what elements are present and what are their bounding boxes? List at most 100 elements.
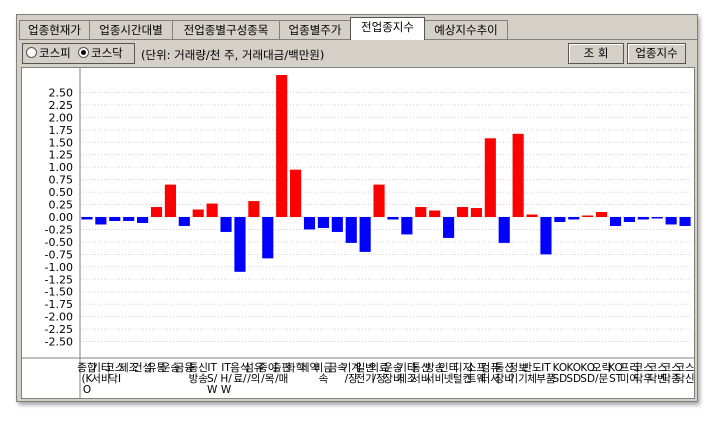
bar bbox=[164, 184, 176, 217]
kospi-label: 코스피 bbox=[39, 46, 71, 60]
bar bbox=[276, 75, 288, 217]
category-label: KO SD bbox=[552, 362, 567, 385]
category-label: 금융 bbox=[175, 362, 195, 374]
tab-all-sector-components[interactable]: 전업종별구성종목 bbox=[172, 20, 280, 39]
category-label: 디지 털컨 bbox=[453, 362, 472, 385]
radio-checked-icon bbox=[78, 47, 89, 58]
category-label: KO SD bbox=[580, 362, 595, 385]
y-tick-label: -0.50 bbox=[45, 236, 73, 249]
query-button[interactable]: 조 회 bbox=[568, 43, 624, 64]
y-tick-label: 0.25 bbox=[49, 199, 74, 212]
y-tick-label: 2.25 bbox=[49, 99, 74, 112]
bar bbox=[540, 217, 552, 255]
bar bbox=[303, 217, 316, 230]
bar bbox=[665, 217, 677, 225]
bar bbox=[679, 217, 691, 226]
kosdaq-label: 코스닥 bbox=[91, 46, 123, 60]
tab-expected-index-trend[interactable]: 예상지수추이 bbox=[424, 20, 508, 39]
category-label: KO SD bbox=[566, 362, 581, 385]
bar bbox=[651, 217, 663, 219]
bar bbox=[429, 210, 441, 217]
category-label: 코스 닥우 bbox=[634, 362, 654, 385]
y-tick-label: -2.50 bbox=[45, 336, 73, 349]
bar bbox=[582, 215, 594, 217]
category-label: 음식 료/ bbox=[230, 362, 249, 385]
bar bbox=[234, 217, 246, 272]
bar bbox=[345, 217, 357, 243]
kospi-radio[interactable]: 코스피 bbox=[26, 46, 71, 61]
tab-all-sector-index[interactable]: 전업종지수 bbox=[350, 17, 425, 40]
category-label: 의료/정 bbox=[369, 362, 389, 385]
sector-index-button[interactable]: 업종지수 bbox=[627, 43, 686, 64]
category-label: IT 부품 bbox=[536, 362, 556, 385]
app-window: 업종현재가 업종시간대별 전업종별구성종목 업종별주가 전업종지수 예상지수추이… bbox=[16, 14, 698, 402]
bar bbox=[470, 208, 482, 217]
y-tick-label: 0.75 bbox=[49, 174, 74, 187]
bar bbox=[81, 217, 93, 220]
category-label: 프리 미어 bbox=[620, 362, 639, 385]
chart-panel: 2.50 2.25 2.00 1.75 1.50 1.25 1.00 0.75 0.50 0.25… bbox=[21, 67, 695, 399]
category-label: 건설 bbox=[133, 362, 152, 374]
bar bbox=[192, 209, 204, 217]
y-tick-label: 1.00 bbox=[49, 161, 74, 174]
category-label: 금속 bbox=[328, 362, 348, 374]
bar bbox=[109, 217, 121, 221]
bar bbox=[623, 217, 635, 222]
tab-bar: 업종현재가 업종시간대별 전업종별구성종목 업종별주가 전업종지수 예상지수추이 bbox=[19, 17, 697, 40]
y-tick-label: -1.00 bbox=[45, 261, 73, 274]
y-tick-label: -2.25 bbox=[45, 323, 73, 336]
category-label: 일반 전기 bbox=[355, 361, 375, 385]
category-label: 운송 장비 bbox=[383, 362, 403, 385]
kosdaq-radio[interactable]: 코스닥 bbox=[78, 46, 123, 61]
bar bbox=[95, 217, 107, 225]
tab-sector-stock-price[interactable]: 업종별주가 bbox=[279, 20, 351, 39]
category-label: 종이/목 bbox=[258, 362, 277, 385]
bar bbox=[331, 217, 343, 232]
y-tick-label: 2.50 bbox=[49, 86, 74, 99]
y-tick-label: -0.75 bbox=[45, 248, 73, 261]
category-label: 기타 서비 bbox=[91, 362, 111, 385]
category-label: 통신 장비 bbox=[495, 362, 514, 385]
category-label: 소프 트웨 bbox=[467, 362, 487, 385]
category-label: 제약 bbox=[300, 362, 320, 374]
bar bbox=[401, 217, 413, 235]
category-label: 통신 방송 bbox=[189, 362, 209, 385]
unit-label: (단위: 거래량/천 주, 거래대금/백만원) bbox=[141, 48, 325, 62]
y-tick-label: 1.50 bbox=[49, 136, 74, 149]
tab-sector-price[interactable]: 업종현재가 bbox=[19, 20, 90, 39]
bar bbox=[123, 217, 135, 221]
category-label: 오락/문 bbox=[592, 362, 612, 385]
bar bbox=[568, 217, 580, 220]
category-label: 제조 bbox=[119, 362, 139, 374]
y-tick-label: 1.75 bbox=[49, 124, 74, 137]
category-label: 인터 넷 bbox=[439, 362, 458, 385]
tab-sector-time[interactable]: 업종시간대별 bbox=[89, 20, 173, 39]
category-label: 유통 bbox=[147, 362, 167, 374]
bar bbox=[150, 207, 163, 217]
category-label: 정보 기기 bbox=[508, 362, 528, 385]
category-label: 출판/매 bbox=[272, 362, 292, 385]
bar bbox=[290, 169, 302, 217]
sector-change-bar-chart: 2.502.252.001.751.501.251.000.750.500.25… bbox=[22, 68, 694, 398]
market-radio-group: 코스피 코스닥 bbox=[22, 43, 135, 64]
bar bbox=[609, 217, 622, 226]
category-label: 화학 bbox=[286, 362, 306, 374]
toolbar: 코스피 코스닥 (단위: 거래량/천 주, 거래대금/백만원) 조 회 업종지수 bbox=[19, 39, 697, 67]
bar bbox=[443, 217, 455, 238]
bar bbox=[637, 217, 649, 220]
category-label: 코스 닥신 bbox=[675, 362, 694, 385]
bar bbox=[526, 214, 538, 217]
bar bbox=[206, 203, 218, 217]
category-label: 운송 bbox=[161, 362, 181, 374]
category-label: IT S/W bbox=[207, 362, 218, 396]
bar bbox=[220, 217, 232, 232]
bar bbox=[262, 217, 274, 259]
y-tick-label: -1.50 bbox=[45, 286, 73, 299]
category-label: KO ST bbox=[608, 362, 623, 385]
category-label: 코스 닥중 bbox=[661, 362, 681, 385]
bar bbox=[178, 217, 190, 226]
category-label: 코스 닥벤 bbox=[648, 362, 668, 385]
category-label: 반도 체 bbox=[522, 362, 542, 385]
category-label: 방송 서비 bbox=[425, 362, 445, 385]
category-label: 섬유/의 bbox=[244, 362, 264, 385]
